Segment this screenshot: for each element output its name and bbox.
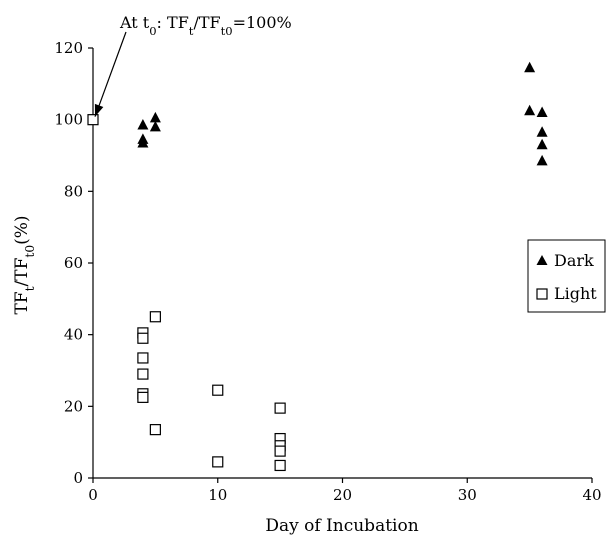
dark-point <box>524 61 536 73</box>
light-point <box>274 459 286 472</box>
dark-point <box>536 126 548 137</box>
legend-light-label: Light <box>554 284 597 303</box>
light-point <box>149 424 161 436</box>
dark-point <box>137 119 149 130</box>
legend-box <box>527 239 606 313</box>
dark-point <box>536 106 548 117</box>
dark-point <box>137 136 149 148</box>
light-point <box>137 332 149 344</box>
legend-light-marker <box>536 288 548 300</box>
dark-point <box>149 111 161 123</box>
y-tick-label: 80 <box>64 182 83 200</box>
x-tick-label: 30 <box>458 486 477 504</box>
y-axis-title: TFt/TFt0(%) <box>12 215 37 314</box>
dark-point <box>536 154 548 166</box>
light-point <box>212 456 224 468</box>
light-point <box>137 391 149 403</box>
series-dark <box>87 61 548 166</box>
annotation-text: At t0: TFt/TFt0=100% <box>119 13 292 38</box>
x-tick-label: 0 <box>88 486 98 504</box>
legend-dark-label: Dark <box>554 251 594 270</box>
y-tick-label: 40 <box>64 326 83 344</box>
y-tick-label: 120 <box>54 39 83 57</box>
x-tick-label: 10 <box>208 486 227 504</box>
x-axis-title: Day of Incubation <box>265 516 418 536</box>
legend-dark-marker <box>536 255 548 265</box>
y-tick-label: 100 <box>54 111 83 129</box>
x-tick-label: 40 <box>582 486 601 504</box>
x-tick-label: 20 <box>333 486 352 504</box>
axis-ticks: 0 20 40 60 80 100 120 0 10 20 30 40 <box>54 39 601 504</box>
light-point <box>212 384 224 396</box>
dark-point <box>149 120 161 132</box>
legend: Dark Light <box>527 239 606 313</box>
dark-point <box>536 138 548 150</box>
y-tick-label: 60 <box>64 254 83 272</box>
axes <box>92 48 592 479</box>
light-point <box>87 114 99 126</box>
annotation-arrow <box>94 31 127 117</box>
annotation: At t0: TFt/TFt0=100% <box>94 13 292 117</box>
light-point <box>149 311 161 323</box>
light-point <box>274 402 286 414</box>
light-point <box>274 445 286 457</box>
series-light <box>87 114 286 472</box>
light-point <box>137 352 149 364</box>
light-point <box>137 368 149 380</box>
annotation-arrowhead <box>94 103 104 117</box>
y-tick-label: 20 <box>64 397 83 415</box>
dark-point <box>524 104 536 116</box>
data-points <box>87 61 548 472</box>
y-tick-label: 0 <box>73 469 83 487</box>
